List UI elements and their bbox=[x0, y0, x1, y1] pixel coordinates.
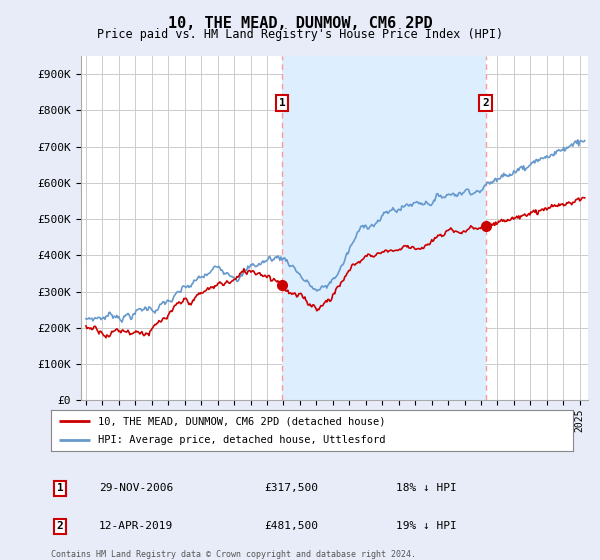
Text: Contains HM Land Registry data © Crown copyright and database right 2024.
This d: Contains HM Land Registry data © Crown c… bbox=[51, 550, 416, 560]
Text: 19% ↓ HPI: 19% ↓ HPI bbox=[396, 521, 457, 531]
Text: 2: 2 bbox=[482, 98, 489, 108]
Text: 1: 1 bbox=[56, 483, 64, 493]
Bar bbox=[282, 56, 485, 400]
Text: 2: 2 bbox=[56, 521, 64, 531]
Text: 12-APR-2019: 12-APR-2019 bbox=[99, 521, 173, 531]
Text: £481,500: £481,500 bbox=[264, 521, 318, 531]
Text: £317,500: £317,500 bbox=[264, 483, 318, 493]
Text: Price paid vs. HM Land Registry's House Price Index (HPI): Price paid vs. HM Land Registry's House … bbox=[97, 28, 503, 41]
Text: 1: 1 bbox=[278, 98, 286, 108]
Text: 10, THE MEAD, DUNMOW, CM6 2PD (detached house): 10, THE MEAD, DUNMOW, CM6 2PD (detached … bbox=[98, 417, 385, 426]
Text: HPI: Average price, detached house, Uttlesford: HPI: Average price, detached house, Uttl… bbox=[98, 435, 385, 445]
Text: 18% ↓ HPI: 18% ↓ HPI bbox=[396, 483, 457, 493]
Text: 29-NOV-2006: 29-NOV-2006 bbox=[99, 483, 173, 493]
Text: 10, THE MEAD, DUNMOW, CM6 2PD: 10, THE MEAD, DUNMOW, CM6 2PD bbox=[167, 16, 433, 31]
